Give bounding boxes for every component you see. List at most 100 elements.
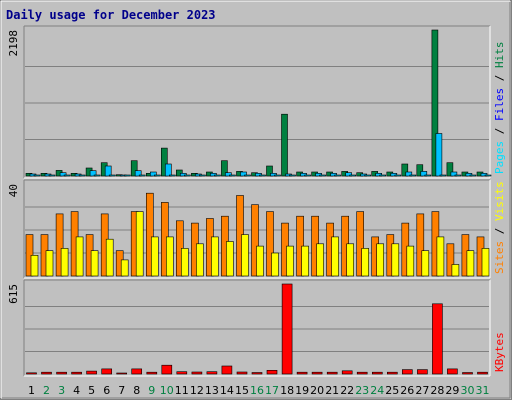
- bar-sites-10: [166, 236, 174, 277]
- bar-hits-14: [221, 160, 228, 177]
- bar-kbytes-30: [462, 372, 473, 375]
- bar-sites-30: [466, 250, 475, 277]
- bar-pages-20: [319, 174, 326, 177]
- bar-sites-19: [301, 245, 309, 277]
- bar-pages-24: [379, 174, 387, 177]
- bar-sites-5: [90, 250, 99, 277]
- bar-sites-18: [286, 245, 294, 277]
- side-legend-item: /: [493, 221, 506, 241]
- bar-visits-9: [146, 192, 154, 277]
- day-label-24: 24: [370, 384, 384, 397]
- bar-files-9: [150, 171, 157, 177]
- bar-sites-4: [75, 236, 84, 277]
- bar-pages-29: [454, 174, 462, 177]
- bar-kbytes-11: [176, 371, 188, 375]
- day-label-11: 11: [175, 384, 189, 397]
- day-label-10: 10: [160, 384, 174, 397]
- bar-pages-17: [274, 174, 281, 177]
- bar-pages-10: [169, 174, 176, 177]
- bar-files-25: [390, 173, 398, 177]
- day-label-23: 23: [355, 384, 369, 397]
- bar-kbytes-1: [26, 372, 37, 375]
- bar-kbytes-24: [371, 371, 383, 375]
- bar-files-17: [270, 173, 277, 177]
- day-label-28: 28: [430, 384, 444, 397]
- bar-kbytes-26: [401, 369, 413, 375]
- bar-pages-27: [424, 174, 432, 177]
- bar-sites-13: [211, 236, 219, 277]
- bar-visits-23: [356, 211, 365, 277]
- bar-kbytes-7: [116, 372, 127, 375]
- bar-kbytes-21: [326, 371, 338, 375]
- bar-sites-31: [481, 248, 490, 277]
- side-legend: Sites / Visits: [493, 181, 506, 274]
- bar-sites-27: [421, 250, 430, 277]
- side-legend-item: Hits: [493, 42, 506, 69]
- bar-files-10: [165, 163, 172, 177]
- bar-files-21: [330, 173, 337, 177]
- day-label-31: 31: [476, 384, 490, 397]
- bar-files-15: [240, 171, 247, 177]
- bar-files-14: [225, 172, 232, 177]
- bar-files-8: [134, 170, 142, 177]
- bar-files-27: [420, 171, 428, 177]
- bar-pages-8: [138, 174, 146, 177]
- bar-pages-6: [108, 174, 116, 177]
- bar-sites-17: [271, 252, 279, 277]
- side-legend: Pages / Files / Hits: [493, 42, 506, 175]
- bar-kbytes-29: [447, 368, 458, 375]
- bar-kbytes-3: [56, 371, 67, 375]
- bar-kbytes-17: [266, 369, 278, 375]
- bar-sites-14: [226, 241, 234, 277]
- chart-title: Daily usage for December 2023: [6, 8, 216, 22]
- side-legend-item: Pages: [493, 141, 506, 174]
- bar-kbytes-13: [206, 371, 218, 375]
- side-legend-item: /: [493, 121, 506, 141]
- bar-pages-18: [289, 174, 296, 177]
- bar-kbytes-31: [477, 371, 488, 375]
- bar-sites-29: [451, 264, 460, 277]
- day-label-22: 22: [340, 384, 354, 397]
- day-label-15: 15: [235, 384, 249, 397]
- day-label-9: 9: [148, 384, 155, 397]
- day-label-14: 14: [220, 384, 234, 397]
- bar-files-6: [104, 165, 112, 177]
- bar-visits-17: [266, 211, 274, 277]
- bar-pages-15: [244, 174, 251, 177]
- bar-hits-11: [176, 169, 183, 177]
- bar-files-30: [465, 173, 473, 177]
- day-label-13: 13: [205, 384, 219, 397]
- bar-pages-1: [33, 174, 41, 177]
- bar-sites-3: [60, 248, 69, 277]
- day-label-6: 6: [103, 384, 110, 397]
- bar-kbytes-14: [221, 365, 233, 375]
- panel-visits-sites: 40 Sites / Visits: [7, 179, 506, 279]
- bar-sites-1: [30, 255, 39, 277]
- bar-kbytes-25: [386, 371, 398, 375]
- bar-visits-27: [416, 213, 425, 277]
- bar-sites-6: [105, 238, 114, 277]
- bar-files-22: [345, 172, 353, 177]
- bar-sites-20: [316, 243, 324, 277]
- bar-files-24: [375, 173, 383, 177]
- bar-pages-4: [78, 174, 86, 177]
- bar-kbytes-6: [101, 368, 112, 375]
- day-label-7: 7: [118, 384, 125, 397]
- day-label-16: 16: [250, 384, 264, 397]
- bar-files-28: [435, 133, 443, 177]
- bar-kbytes-18: [281, 283, 293, 375]
- bar-pages-3: [63, 174, 71, 177]
- bar-kbytes-8: [131, 368, 142, 375]
- bar-files-11: [180, 173, 187, 177]
- bar-sites-9: [151, 236, 159, 277]
- bar-sites-7: [120, 259, 129, 277]
- bar-hits-8: [130, 160, 138, 177]
- bar-hits-26: [401, 163, 409, 177]
- bar-files-31: [480, 173, 488, 177]
- panel-background: [24, 280, 490, 376]
- bar-pages-7: [123, 174, 131, 177]
- bar-pages-25: [394, 174, 402, 177]
- bar-pages-19: [304, 174, 311, 177]
- bar-visits-16: [251, 204, 259, 277]
